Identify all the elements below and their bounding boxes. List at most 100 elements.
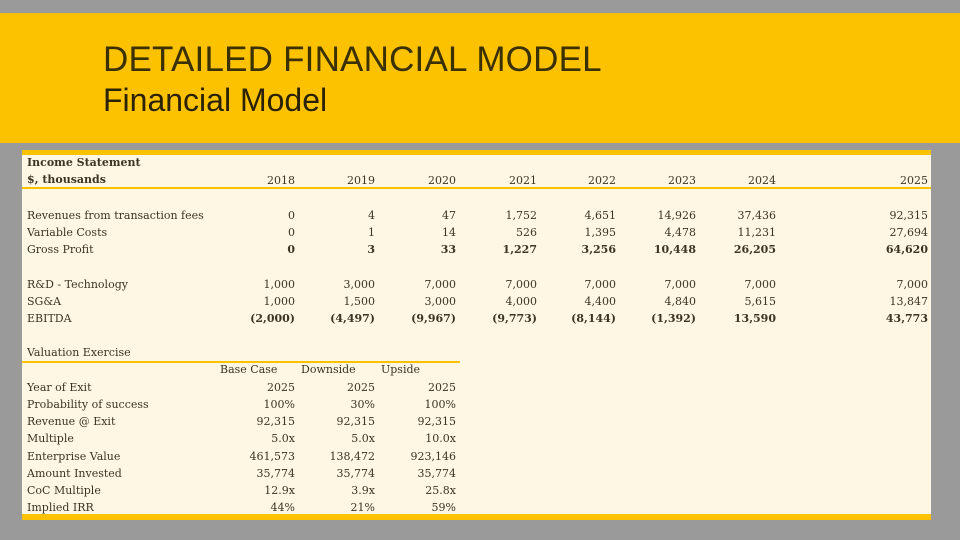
valuation-cell: 59%: [431, 501, 456, 514]
scenario-header: Downside: [301, 363, 356, 376]
valuation-heading: Valuation Exercise: [27, 346, 131, 359]
valuation-row-label: Probability of success: [27, 398, 149, 411]
year-header: 2024: [748, 174, 776, 187]
sheet-top-border: [22, 150, 931, 155]
valuation-cell: 5.0x: [351, 432, 375, 445]
table-cell: 1,752: [505, 209, 538, 222]
row-label: Variable Costs: [27, 226, 108, 239]
valuation-row-label: Revenue @ Exit: [27, 415, 116, 428]
table-cell: 1,000: [263, 295, 296, 308]
row-label: R&D - Technology: [27, 278, 128, 291]
table-cell: 14: [442, 226, 456, 239]
valuation-cell: 138,472: [329, 450, 376, 463]
row-label: Gross Profit: [27, 243, 94, 256]
table-cell: 3,000: [343, 278, 376, 291]
valuation-cell: 923,146: [410, 450, 457, 463]
table-cell: 3,000: [424, 295, 457, 308]
table-cell: 4,840: [664, 295, 697, 308]
year-header: 2021: [509, 174, 537, 187]
valuation-row-label: Year of Exit: [27, 381, 92, 394]
table-cell: 92,315: [889, 209, 929, 222]
table-cell: 47: [442, 209, 456, 222]
table-cell: 1,395: [584, 226, 617, 239]
valuation-cell: 10.0x: [425, 432, 456, 445]
table-cell: 64,620: [885, 243, 928, 256]
table-cell: 1,500: [343, 295, 376, 308]
slide-subtitle: Financial Model: [103, 82, 328, 118]
table-cell: 7,000: [744, 278, 777, 291]
year-header: 2020: [428, 174, 456, 187]
table-cell: 11,231: [737, 226, 777, 239]
table-cell: 43,773: [885, 312, 928, 325]
table-cell: 4,400: [584, 295, 617, 308]
row-label: SG&A: [27, 295, 62, 308]
income-statement-heading: Income Statement: [27, 156, 141, 169]
scenario-header: Base Case: [220, 363, 278, 376]
table-cell: 4,651: [584, 209, 617, 222]
title-banner: [0, 13, 960, 143]
valuation-row-label: Enterprise Value: [27, 450, 121, 463]
valuation-cell: 100%: [263, 398, 295, 411]
table-cell: 26,205: [733, 243, 776, 256]
table-cell: 0: [288, 209, 295, 222]
valuation-cell: 92,315: [417, 415, 457, 428]
year-header: 2019: [347, 174, 375, 187]
year-header: 2022: [588, 174, 616, 187]
valuation-cell: 35,774: [256, 467, 296, 480]
valuation-cell: 92,315: [256, 415, 296, 428]
valuation-row-label: CoC Multiple: [27, 484, 101, 497]
table-cell: 4,478: [664, 226, 697, 239]
valuation-cell: 35,774: [336, 467, 376, 480]
units-label: $, thousands: [27, 173, 106, 186]
table-cell: 0: [287, 243, 295, 256]
table-cell: 7,000: [505, 278, 538, 291]
year-header: 2018: [267, 174, 295, 187]
header-underline: [22, 187, 931, 189]
row-label: Revenues from transaction fees: [27, 209, 204, 222]
valuation-cell: 461,573: [249, 450, 296, 463]
valuation-cell: 21%: [350, 501, 375, 514]
table-cell: 37,436: [737, 209, 777, 222]
table-cell: 14,926: [657, 209, 697, 222]
valuation-cell: 35,774: [417, 467, 457, 480]
valuation-cell: 92,315: [336, 415, 376, 428]
table-cell: (9,773): [492, 312, 537, 325]
year-header: 2023: [668, 174, 696, 187]
row-label: EBITDA: [27, 312, 72, 325]
table-cell: 7,000: [664, 278, 697, 291]
valuation-cell: 100%: [424, 398, 456, 411]
valuation-header-underline: [22, 361, 460, 363]
table-cell: 5,615: [744, 295, 777, 308]
valuation-cell: 25.8x: [425, 484, 456, 497]
table-cell: 0: [288, 226, 295, 239]
table-cell: (9,967): [411, 312, 456, 325]
table-cell: 7,000: [896, 278, 929, 291]
table-cell: (4,497): [330, 312, 375, 325]
sheet-bottom-border: [22, 514, 931, 520]
table-cell: 7,000: [424, 278, 457, 291]
table-cell: 3,256: [581, 243, 616, 256]
table-cell: (8,144): [571, 312, 616, 325]
table-cell: 13,847: [889, 295, 929, 308]
slide-title: DETAILED FINANCIAL MODEL: [103, 40, 602, 79]
valuation-cell: 2025: [267, 381, 295, 394]
valuation-cell: 5.0x: [271, 432, 295, 445]
table-cell: 27,694: [889, 226, 929, 239]
table-cell: 13,590: [733, 312, 776, 325]
table-cell: 1,227: [502, 243, 537, 256]
table-cell: 3: [367, 243, 375, 256]
valuation-cell: 30%: [350, 398, 375, 411]
table-cell: 7,000: [584, 278, 617, 291]
valuation-row-label: Amount Invested: [27, 467, 122, 480]
table-cell: 33: [440, 243, 456, 256]
valuation-cell: 2025: [347, 381, 375, 394]
year-header: 2025: [900, 174, 928, 187]
valuation-row-label: Implied IRR: [27, 501, 94, 514]
table-cell: 4,000: [505, 295, 538, 308]
spreadsheet-panel: [22, 150, 931, 520]
valuation-cell: 2025: [428, 381, 456, 394]
table-cell: 526: [516, 226, 537, 239]
table-cell: (1,392): [651, 312, 696, 325]
valuation-cell: 12.9x: [264, 484, 295, 497]
table-cell: (2,000): [250, 312, 295, 325]
